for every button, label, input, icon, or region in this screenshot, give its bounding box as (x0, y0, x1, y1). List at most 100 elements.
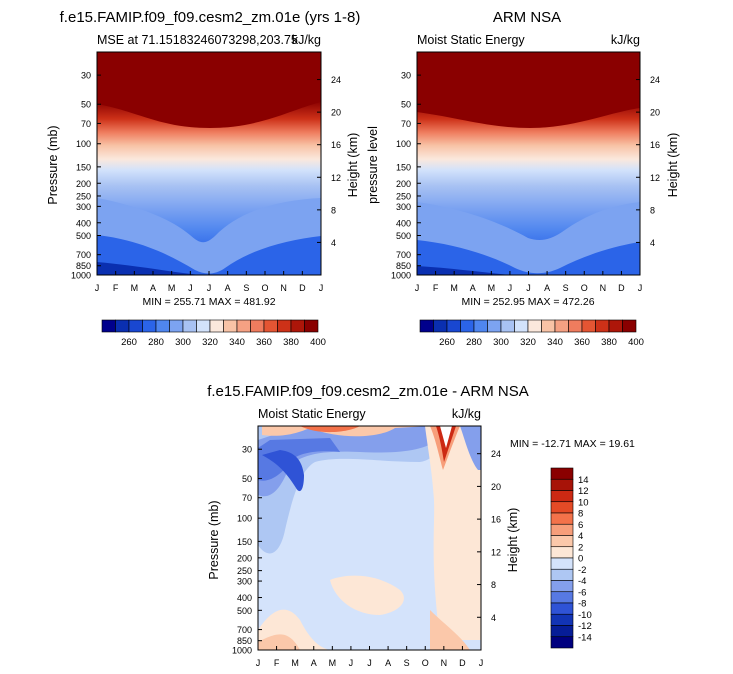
month-tick-label: J (367, 658, 372, 668)
panel3-contour-pos4-bottom (258, 634, 300, 650)
pressure-tick-label: 500 (237, 606, 252, 616)
colorbar-box (550, 523, 574, 536)
colorbar-label: 260 (121, 337, 137, 348)
panel3-contour-neg8 (262, 450, 304, 492)
height-tick-label: 8 (491, 580, 496, 590)
pressure-tick-label: 70 (242, 493, 252, 503)
panel-model-mse: f.e15.FAMIP.f09_f09.cesm2_zm.01e (yrs 1-… (46, 9, 360, 348)
panel-difference: f.e15.FAMIP.f09_f09.cesm2_zm.01e - ARM N… (207, 383, 635, 668)
colorbar-box (550, 501, 574, 514)
month-tick-label: A (544, 283, 550, 293)
colorbar-box (550, 546, 574, 559)
month-tick-label: J (638, 283, 643, 293)
month-tick-label: S (563, 283, 569, 293)
height-tick-label: 4 (491, 613, 496, 623)
month-tick-label: A (470, 283, 476, 293)
colorbar-box (196, 319, 211, 333)
colorbar-box (446, 319, 461, 333)
pressure-tick-label: 150 (396, 162, 411, 172)
height-tick-label: 16 (650, 140, 660, 150)
month-tick-label: O (422, 658, 429, 668)
colorbar-label: 12 (578, 486, 589, 497)
colorbar-box (101, 319, 116, 333)
colorbar-box (550, 557, 574, 570)
panel2-stats: MIN = 252.95 MAX = 472.26 (461, 296, 594, 308)
colorbar-box (290, 319, 305, 333)
pressure-tick-label: 30 (401, 71, 411, 81)
colorbar-label: 4 (578, 531, 583, 542)
month-tick-label: J (415, 283, 420, 293)
month-tick-label: S (404, 658, 410, 668)
pressure-tick-label: 70 (401, 119, 411, 129)
colorbar-label: -10 (578, 610, 592, 621)
panel1-subtitle-right: kJ/kg (292, 33, 321, 47)
panel1-subtitle-left: MSE at 71.15183246073298,203.75 (97, 33, 298, 47)
height-tick-label: 12 (491, 547, 501, 557)
month-tick-label: D (618, 283, 625, 293)
panel1-contour-low (97, 235, 321, 275)
colorbar-box (550, 512, 574, 525)
pressure-tick-label: 850 (76, 261, 91, 271)
panel2-subtitle-right: kJ/kg (611, 33, 640, 47)
panel2-ylabel: pressure level (366, 126, 380, 204)
colorbar-box (500, 319, 515, 333)
colorbar-box (568, 319, 583, 333)
height-tick-label: 24 (650, 75, 660, 85)
colorbar-label: -2 (578, 565, 586, 576)
month-tick-label: M (168, 283, 176, 293)
colorbar-label: 2 (578, 542, 583, 553)
colorbar-box (263, 319, 278, 333)
panel3-height-ticks: 24 20 16 12 8 4 (477, 449, 501, 623)
colorbar-label: -4 (578, 576, 586, 587)
colorbar-box (304, 319, 319, 333)
month-tick-label: D (459, 658, 466, 668)
colorbar-box (115, 319, 130, 333)
pressure-tick-label: 700 (237, 625, 252, 635)
colorbar-box (554, 319, 569, 333)
colorbar-box (460, 319, 475, 333)
month-tick-label: O (261, 283, 268, 293)
colorbar-label: -8 (578, 599, 586, 610)
panel3-subtitle-left: Moist Static Energy (258, 407, 366, 421)
colorbar-box (419, 319, 434, 333)
pressure-tick-label: 30 (81, 71, 91, 81)
panel3-field (257, 425, 482, 651)
colorbar-label: 8 (578, 509, 583, 520)
colorbar-box (550, 625, 574, 638)
colorbar-label: 340 (547, 337, 563, 348)
colorbar-label: 280 (466, 337, 482, 348)
colorbar-box (277, 319, 292, 333)
panel3-contour-pos4-top (262, 426, 430, 437)
colorbar-label: -14 (578, 632, 592, 643)
panel3-contour-neg4-right (460, 426, 481, 470)
pressure-tick-label: 50 (242, 474, 252, 484)
month-tick-label: O (581, 283, 588, 293)
panel3-contour-neg6 (258, 438, 340, 481)
month-tick-label: J (508, 283, 513, 293)
pressure-tick-label: 50 (401, 100, 411, 110)
month-tick-label: F (113, 283, 119, 293)
colorbar-label: 300 (493, 337, 509, 348)
colorbar-label: 380 (601, 337, 617, 348)
height-tick-label: 20 (650, 108, 660, 118)
colorbar-box (550, 490, 574, 503)
height-tick-label: 12 (650, 173, 660, 183)
height-tick-label: 4 (331, 238, 336, 248)
colorbar-box (128, 319, 143, 333)
month-tick-label: D (299, 283, 306, 293)
colorbar-box (550, 467, 574, 480)
pressure-tick-label: 400 (237, 593, 252, 603)
colorbar-box (473, 319, 488, 333)
pressure-tick-label: 300 (396, 202, 411, 212)
panel3-ylabel: Pressure (mb) (207, 500, 221, 579)
colorbar-label: 380 (283, 337, 299, 348)
month-tick-label: A (385, 658, 391, 668)
pressure-tick-label: 70 (81, 119, 91, 129)
pressure-tick-label: 300 (237, 577, 252, 587)
colorbar-box (236, 319, 251, 333)
colorbar-label: 300 (175, 337, 191, 348)
panel1-contour-top (97, 52, 321, 128)
panel1-colorbar: 260 280 300 320 340 360 380 400 (101, 319, 326, 348)
